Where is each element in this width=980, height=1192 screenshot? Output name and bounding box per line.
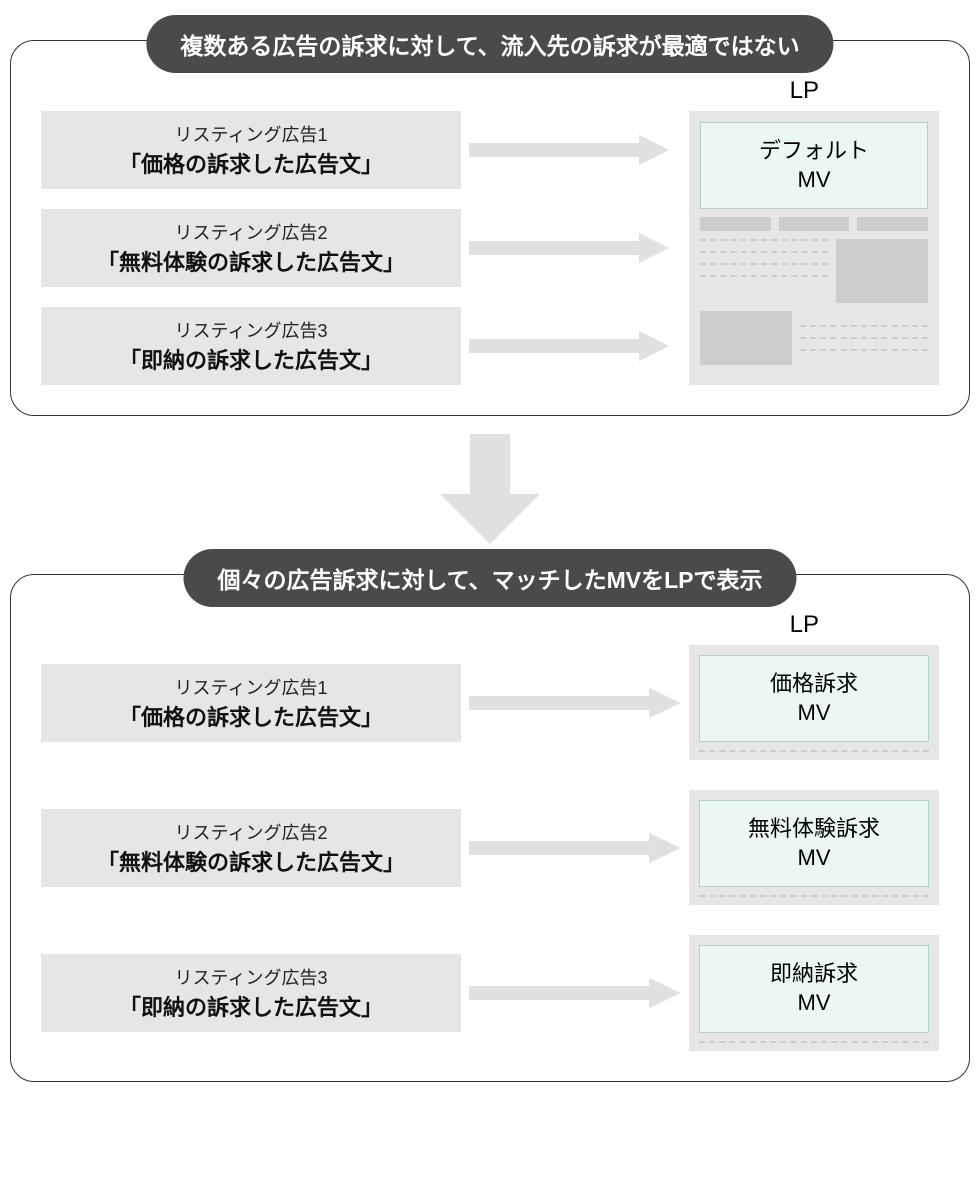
mv-text-line1: デフォルト [759,138,869,163]
wireframe-block [700,217,771,231]
mv-text-line2: MV [798,990,831,1015]
mv-text-line2: MV [798,700,831,725]
ad-box: リスティング広告3 「即納の訴求した広告文」 [41,307,461,385]
wireframe-row [700,311,928,365]
lp-wireframe: デフォルト MV [689,111,939,385]
wireframe-row [700,217,928,231]
mv-text-line1: 無料体験訴求 [748,816,880,841]
mv-box: 価格訴求 MV [699,655,929,742]
ad-box: リスティング広告1 「価格の訴求した広告文」 [41,664,461,742]
wireframe-dash [800,337,928,339]
ad-bold-label: 「即納の訴求した広告文」 [55,990,447,1022]
ad-bold-label: 「無料体験の訴求した広告文」 [55,845,447,877]
wireframe-row [700,239,928,303]
ad-small-label: リスティング広告1 [55,674,447,700]
section-before-body: リスティング広告1 「価格の訴求した広告文」 リスティング広告2 「無料体験の訴… [41,111,939,385]
ad-small-label: リスティング広告3 [55,964,447,990]
arrow-right-icon [469,833,681,863]
section-after-body: リスティング広告1 「価格の訴求した広告文」 価格訴求 MV リスティング広告2… [41,645,939,1051]
ad-box: リスティング広告3 「即納の訴求した広告文」 [41,954,461,1032]
ad-row: リスティング広告2 「無料体験の訴求した広告文」 [41,209,669,287]
mv-box: 無料体験訴求 MV [699,800,929,887]
arrow-right-icon [469,111,669,189]
ad-bold-label: 「価格の訴求した広告文」 [55,147,447,179]
arrow-right-icon [469,978,681,1008]
wireframe-dash [699,750,929,752]
ad-small-label: リスティング広告1 [55,121,447,147]
ad-row: リスティング広告1 「価格の訴求した広告文」 [41,111,669,189]
ad-small-label: リスティング広告2 [55,219,447,245]
arrow-down-icon [10,434,970,544]
wireframe-dash [700,251,828,253]
wireframe-block [857,217,928,231]
section-before: 複数ある広告の訴求に対して、流入先の訴求が最適ではない LP リスティング広告1… [10,40,970,416]
mv-text-line1: 即納訴求 [770,961,858,986]
mv-box: デフォルト MV [700,122,928,209]
mv-text-line2: MV [798,845,831,870]
ad-box: リスティング広告2 「無料体験の訴求した広告文」 [41,809,461,887]
wireframe-dash [700,275,828,277]
lp-label-2: LP [41,611,939,639]
section-before-title: 複数ある広告の訴求に対して、流入先の訴求が最適ではない [146,15,833,73]
wireframe-dash [699,895,929,897]
ad-row: リスティング広告3 「即納の訴求した広告文」 [41,307,669,385]
ad-bold-label: 「無料体験の訴求した広告文」 [55,245,447,277]
mv-text-line1: 価格訴求 [770,671,858,696]
wireframe-block [836,239,928,303]
match-row: リスティング広告2 「無料体験の訴求した広告文」 無料体験訴求 MV [41,790,939,905]
lp-label-1: LP [41,77,939,105]
ad-box: リスティング広告1 「価格の訴求した広告文」 [41,111,461,189]
section-after-title: 個々の広告訴求に対して、マッチしたMVをLPで表示 [183,549,796,607]
mv-text-line2: MV [798,167,831,192]
mv-box: 即納訴求 MV [699,945,929,1032]
arrow-right-icon [469,209,669,287]
lp-mini: 無料体験訴求 MV [689,790,939,905]
section-before-ads: リスティング広告1 「価格の訴求した広告文」 リスティング広告2 「無料体験の訴… [41,111,669,385]
section-after: 個々の広告訴求に対して、マッチしたMVをLPで表示 LP リスティング広告1 「… [10,574,970,1082]
ad-small-label: リスティング広告3 [55,317,447,343]
wireframe-dash [700,239,828,241]
ad-bold-label: 「即納の訴求した広告文」 [55,343,447,375]
arrow-right-icon [469,307,669,385]
match-row: リスティング広告1 「価格の訴求した広告文」 価格訴求 MV [41,645,939,760]
lp-mini: 即納訴求 MV [689,935,939,1050]
wireframe-dash [800,349,928,351]
wireframe-dash [699,1041,929,1043]
wireframe-dash [800,325,928,327]
wireframe-dash [700,263,828,265]
arrow-right-icon [469,688,681,718]
wireframe-block [779,217,850,231]
ad-bold-label: 「価格の訴求した広告文」 [55,700,447,732]
wireframe-block [700,311,792,365]
ad-box: リスティング広告2 「無料体験の訴求した広告文」 [41,209,461,287]
ad-small-label: リスティング広告2 [55,819,447,845]
lp-mini: 価格訴求 MV [689,645,939,760]
match-row: リスティング広告3 「即納の訴求した広告文」 即納訴求 MV [41,935,939,1050]
